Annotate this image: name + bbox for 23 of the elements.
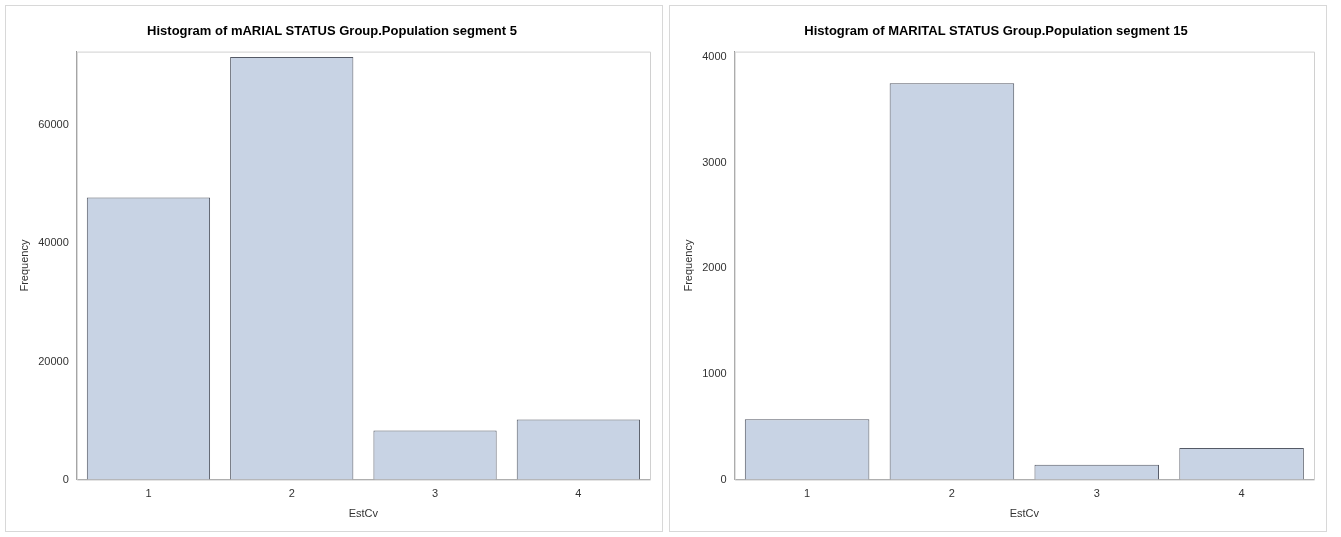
x-axis-title: EstCv — [1009, 507, 1040, 520]
y-tick-label: 4000 — [702, 49, 727, 62]
y-axis-title: Frequency — [681, 239, 694, 292]
y-tick-label: 0 — [720, 472, 727, 485]
x-tick-label: 2 — [948, 487, 955, 500]
x-tick-label: 3 — [1093, 487, 1100, 500]
y-tick-label: 60000 — [38, 118, 69, 131]
x-tick-label: 2 — [288, 487, 295, 500]
x-tick-label: 3 — [431, 487, 439, 500]
y-tick-label: 40000 — [38, 236, 69, 249]
x-tick-label: 4 — [1238, 487, 1245, 500]
x-axis-title: EstCv — [348, 507, 379, 520]
chart-title: Histogram of mARIAL STATUS Group.Population segment 5 — [147, 23, 517, 39]
chart-title: Histogram of MARITAL STATUS Group.Population segment 15 — [804, 23, 1188, 39]
y-axis-title: Frequency — [17, 239, 30, 292]
x-tick-label: 4 — [575, 487, 582, 500]
x-tick-label: 1 — [804, 487, 811, 500]
x-tick-label: 1 — [145, 487, 152, 500]
y-tick-label: 3000 — [702, 155, 727, 168]
y-tick-label: 1000 — [702, 366, 727, 379]
y-tick-label: 20000 — [38, 354, 69, 367]
y-tick-label: 0 — [62, 472, 69, 485]
y-tick-label: 2000 — [702, 261, 727, 274]
